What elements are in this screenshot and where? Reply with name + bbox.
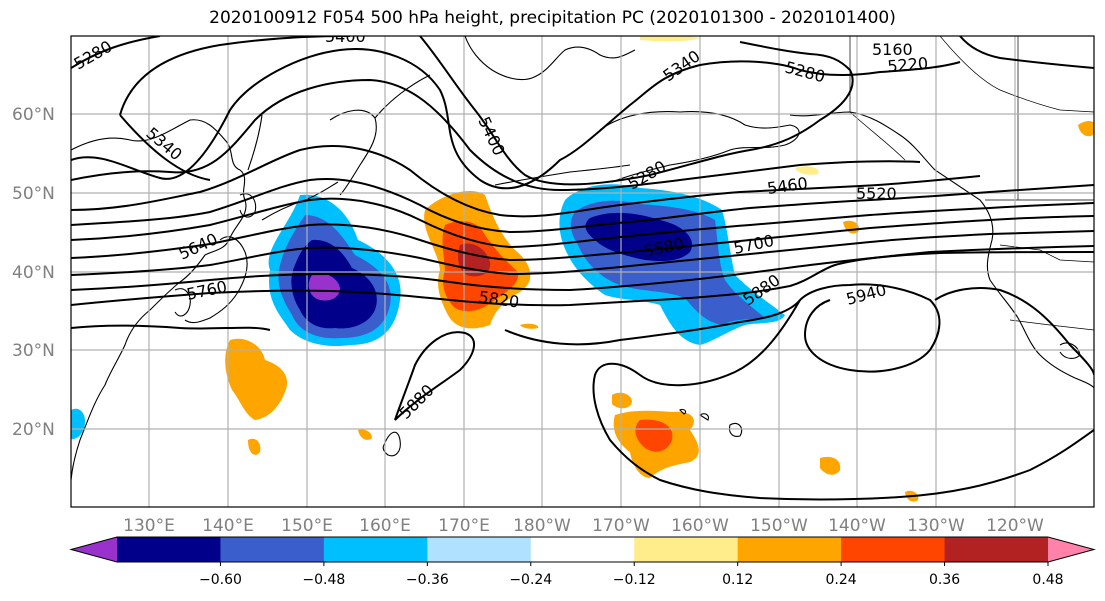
lon-label-130e: 130°E (123, 516, 175, 536)
colorbar-segment (323, 537, 428, 562)
contour-label: 5160 (872, 40, 913, 59)
precip-pos-south-japan (225, 338, 288, 420)
precip-pos-patch-8 (795, 166, 819, 175)
colorbar-tick-label: −0.12 (613, 572, 656, 588)
precipitation-shading (71, 36, 1094, 502)
contour-label: 5220 (887, 54, 929, 76)
precip-pos-patch-5 (1078, 120, 1094, 137)
colorbar-tick-label: 0.24 (826, 572, 857, 588)
lon-label-160w: 160°W (671, 516, 729, 536)
lon-label-150w: 150°W (750, 516, 808, 536)
lon-label-170w: 170°W (592, 516, 650, 536)
lon-label-180w: 180°W (513, 516, 571, 536)
colorbar-tick-label: −0.24 (509, 572, 552, 588)
colorbar-segment (944, 537, 1049, 562)
colorbar-segment (530, 537, 635, 562)
lon-label-120w: 120°W (986, 516, 1044, 536)
colorbar-tick-label: −0.48 (302, 572, 345, 588)
colorbar-tick-label: 0.36 (929, 572, 960, 588)
lon-label-130w: 130°W (907, 516, 965, 536)
colorbar-segment (634, 537, 739, 562)
precip-pos-hawaii-small (612, 392, 632, 409)
longitude-labels: 130°E 140°E 150°E 160°E 170°E 180°W 170°… (123, 516, 1044, 536)
lat-label-60n: 60°N (12, 105, 55, 125)
colorbar-tick-label: 0.12 (722, 572, 753, 588)
gridlines (71, 36, 1094, 507)
colorbar-segment (427, 537, 532, 562)
lat-label-30n: 30°N (12, 341, 55, 361)
lon-label-170e: 170°E (438, 516, 490, 536)
map-frame (70, 35, 1095, 508)
lon-label-140e: 140°E (202, 516, 254, 536)
precip-pos-patch-2 (358, 429, 372, 440)
contour-label: 5520 (856, 184, 897, 203)
lat-label-50n: 50°N (12, 184, 55, 204)
colorbar-segment (841, 537, 946, 562)
colorbar-extension-max (1048, 537, 1094, 562)
lon-label-140w: 140°W (828, 516, 886, 536)
contour-label: 5400 (325, 27, 366, 46)
precip-neg-west-edge (71, 408, 86, 439)
precip-neg-purple-west (308, 273, 340, 301)
map-title: 2020100912 F054 500 hPa height, precipit… (209, 8, 896, 28)
latitude-labels: 60°N 50°N 40°N 30°N 20°N (12, 105, 55, 440)
colorbar: −0.60 −0.48 −0.36 −0.24 −0.12 0.12 0.24 0.36 0.4… (69, 536, 1096, 588)
colorbar-extension-min (71, 537, 117, 562)
precip-pos-patch-3 (820, 456, 841, 475)
colorbar-outline (69, 536, 1096, 563)
borders (849, 36, 1094, 331)
colorbar-tick-label: −0.60 (199, 572, 242, 588)
colorbar-tick-label: −0.36 (406, 572, 449, 588)
lon-label-160e: 160°E (359, 516, 411, 536)
precip-pos-patch-7 (640, 36, 700, 42)
colorbar-segment (117, 537, 221, 562)
colorbar-segment (220, 537, 325, 562)
precip-pos-hawaii-core (635, 419, 673, 452)
colorbar-segment (737, 537, 842, 562)
lon-label-150e: 150°E (281, 516, 333, 536)
colorbar-tick-label: 0.48 (1032, 572, 1063, 588)
lat-label-20n: 20°N (12, 420, 55, 440)
precip-pos-patch-1 (248, 438, 261, 455)
lat-label-40n: 40°N (12, 263, 55, 283)
precip-pos-patch-9 (520, 323, 539, 329)
